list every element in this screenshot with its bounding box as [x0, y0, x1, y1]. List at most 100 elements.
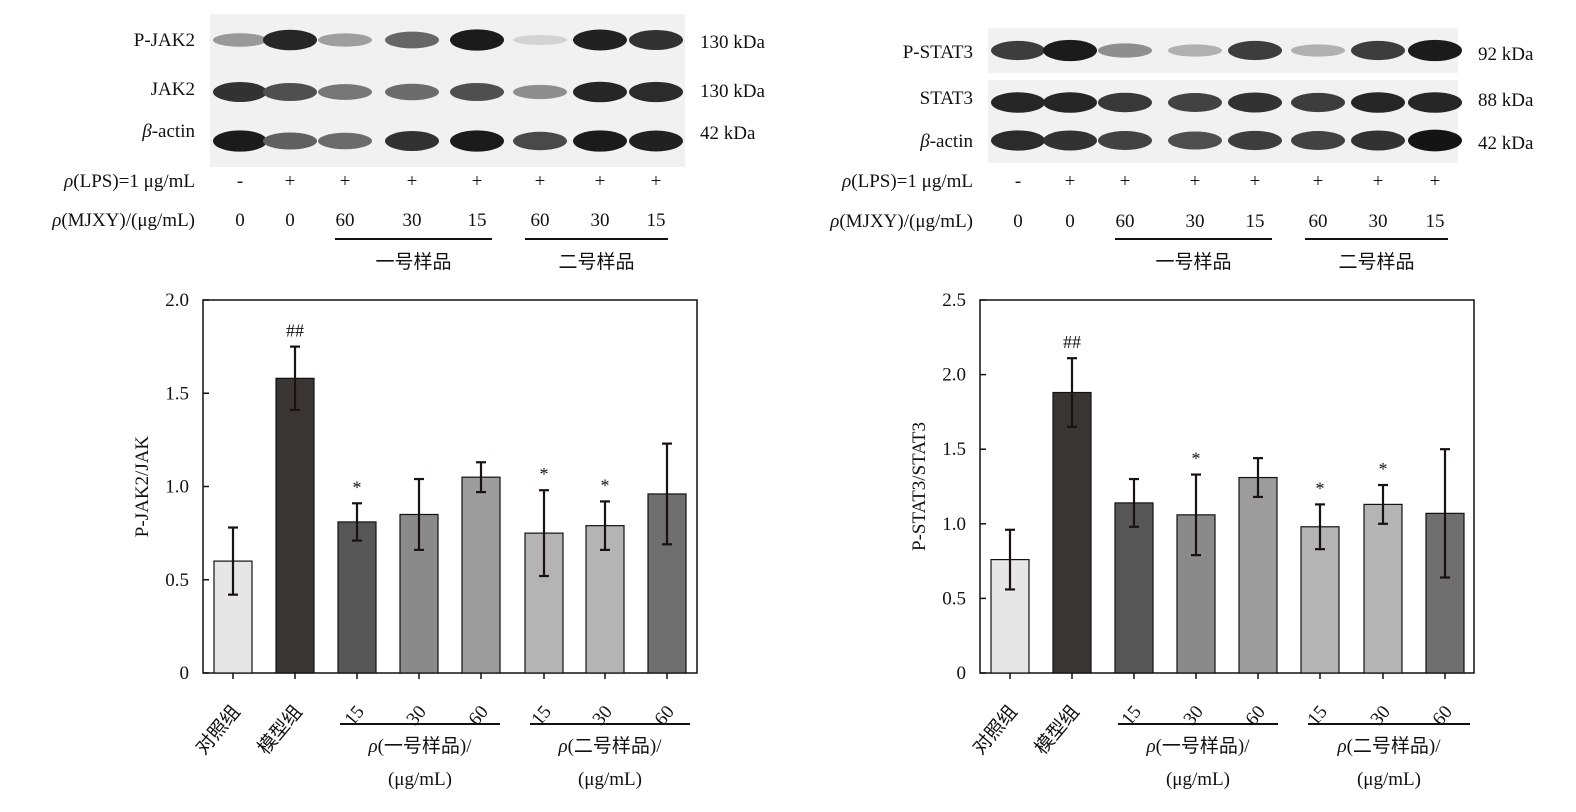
lps-sign: - [237, 171, 243, 192]
blot-row-label: STAT3 [920, 88, 973, 109]
blot-band [1098, 131, 1152, 150]
lps-sign: + [472, 171, 483, 192]
dose-value: 30 [1369, 211, 1388, 232]
blot-band [1351, 130, 1405, 151]
stat-bar-chart: 0 0.5 1.0 1.5 2.0 2.5 P-STAT3/STAT3 对照组 ## 模型组 15 *… [909, 290, 1475, 790]
y-tick-label: 2.0 [165, 290, 189, 311]
x-tick-label: 30 [403, 702, 431, 730]
stat-blot: P-STAT3 92 kDa STAT3 88 kDa β-actin 42 kDa ρ(L… [829, 28, 1534, 273]
blot-band [1408, 92, 1462, 113]
blot-band [263, 29, 317, 51]
dose-value: 15 [1426, 211, 1445, 232]
blot-band [513, 84, 567, 100]
blot-band [629, 81, 683, 103]
blot-band [1043, 130, 1097, 151]
x-tick-label: 对照组 [191, 701, 245, 759]
blot-band [1228, 130, 1282, 151]
blot-band [1043, 92, 1097, 113]
blot-kda-label: 92 kDa [1478, 44, 1534, 65]
y-tick-label: 0.5 [165, 570, 189, 591]
bar [990, 559, 1030, 674]
blot-band [385, 31, 439, 49]
x-tick-label: 60 [1242, 702, 1270, 730]
blot-band [450, 29, 504, 51]
blot-band [1168, 44, 1222, 57]
blot-band [513, 131, 567, 151]
blot-band [1291, 131, 1345, 150]
blot-row-label: P-JAK2 [134, 30, 195, 51]
x-tick-label: 模型组 [1030, 701, 1084, 759]
x-tick-label: 15 [341, 702, 369, 730]
bar [1114, 502, 1154, 674]
blot-kda-label: 42 kDa [700, 123, 756, 144]
lps-sign: + [340, 171, 351, 192]
y-tick-label: 1.0 [165, 477, 189, 498]
significance-mark: * [1192, 449, 1201, 469]
significance-mark: * [601, 475, 610, 495]
plot-frame [979, 299, 1475, 674]
x-tick-label: 60 [465, 702, 493, 730]
x-tick-label: 60 [1429, 702, 1457, 730]
blot-band [318, 84, 372, 100]
blot-row-label: JAK2 [151, 79, 195, 100]
x-tick-label: 30 [1367, 702, 1395, 730]
bar [1052, 391, 1092, 674]
blot-band [318, 33, 372, 47]
lps-sign: + [1120, 171, 1131, 192]
blot-band [1228, 40, 1282, 61]
blot-row-label: β-actin [919, 131, 973, 152]
blot-band [1098, 43, 1152, 58]
x-tick-label: 对照组 [968, 701, 1022, 759]
x-tick-label: 15 [1118, 702, 1146, 730]
blot-band [318, 132, 372, 150]
blot-band [1228, 92, 1282, 113]
dose-value: 60 [1116, 211, 1135, 232]
significance-mark: * [540, 464, 549, 484]
lps-label: ρ(LPS)=1 μg/mL [63, 171, 195, 192]
dose-label: ρ(MJXY)/(μg/mL) [51, 210, 195, 231]
group-axis-unit: (μg/mL) [1357, 769, 1421, 790]
lps-sign: + [1190, 171, 1201, 192]
dose-value: 0 [285, 210, 295, 231]
blot-band [1168, 131, 1222, 150]
x-tick-label: 15 [1304, 702, 1332, 730]
dose-value: 0 [235, 210, 245, 231]
y-tick-label: 1.5 [942, 439, 966, 460]
blot-band [513, 34, 567, 46]
lps-sign: + [407, 171, 418, 192]
x-tick-label: 模型组 [253, 701, 307, 759]
significance-mark: * [1379, 459, 1388, 479]
blot-band [385, 131, 439, 151]
x-tick-label: 30 [589, 702, 617, 730]
blot-band [573, 81, 627, 103]
y-axis-label: P-JAK2/JAK [132, 436, 153, 538]
group-axis-label: ρ(一号样品)/ [1145, 735, 1250, 757]
y-tick-label: 0 [180, 663, 190, 684]
group-label: 一号样品 [1155, 251, 1231, 273]
dose-value: 0 [1065, 211, 1075, 232]
blot-band [991, 92, 1045, 113]
lps-sign: + [595, 171, 606, 192]
dose-value: 30 [403, 210, 422, 231]
blot-band [213, 130, 267, 152]
y-tick-label: 2.0 [942, 365, 966, 386]
blot-kda-label: 130 kDa [700, 32, 765, 53]
blot-band [1351, 92, 1405, 113]
blot-band [385, 83, 439, 101]
dose-value: 60 [336, 210, 355, 231]
blot-band [213, 82, 267, 102]
dose-value: 0 [1013, 211, 1023, 232]
blot-kda-label: 42 kDa [1478, 133, 1534, 154]
x-tick-label: 60 [651, 702, 679, 730]
x-tick-label: 30 [1180, 702, 1208, 730]
group-label: 二号样品 [558, 251, 634, 273]
blot-band [263, 82, 317, 102]
bar [275, 377, 315, 674]
y-tick-label: 1.5 [165, 383, 189, 404]
dose-value: 30 [591, 210, 610, 231]
lps-sign: + [285, 171, 296, 192]
blot-band [1408, 39, 1462, 62]
blot-band [629, 30, 683, 50]
dose-value: 30 [1186, 211, 1205, 232]
